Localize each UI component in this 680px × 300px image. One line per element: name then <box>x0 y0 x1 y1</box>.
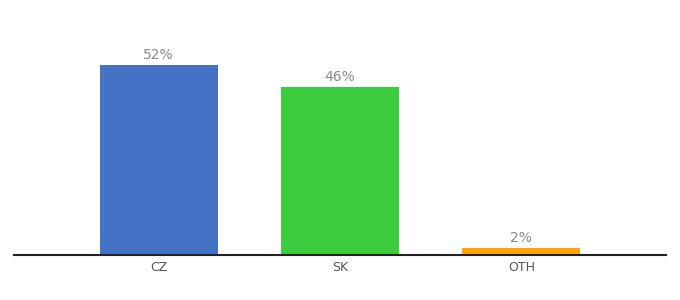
Bar <box>462 248 580 255</box>
Text: 2%: 2% <box>511 231 532 245</box>
Bar <box>100 65 218 255</box>
Text: 52%: 52% <box>143 48 174 62</box>
Text: 46%: 46% <box>324 70 356 84</box>
Bar <box>281 87 399 255</box>
